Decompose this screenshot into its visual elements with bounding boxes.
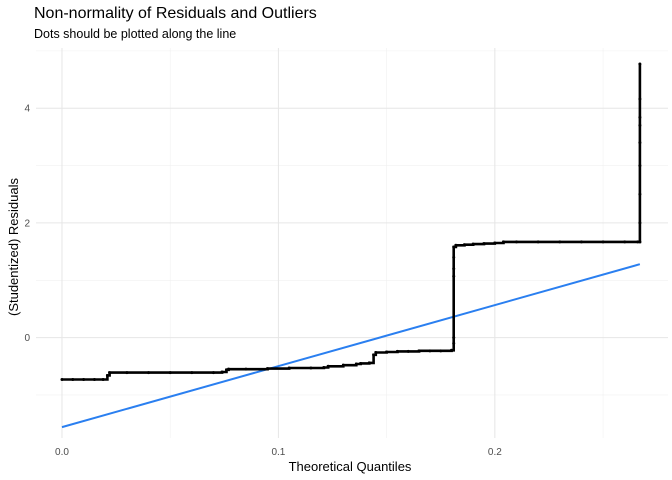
residual-point <box>372 353 376 357</box>
residual-point <box>452 336 456 340</box>
residual-point <box>417 349 421 353</box>
y-tick-labels: 0 2 4 <box>24 104 30 344</box>
residual-point <box>439 349 443 353</box>
residual-point <box>101 378 105 381</box>
residual-point <box>92 378 96 381</box>
residual-point <box>374 351 378 355</box>
residual-point <box>638 115 642 119</box>
residual-point <box>601 240 605 244</box>
residual-point <box>60 378 64 381</box>
residual-point <box>638 221 642 225</box>
residual-points <box>60 62 642 381</box>
chart-title: Non-normality of Residuals and Outliers <box>34 5 317 22</box>
residual-point <box>454 243 458 247</box>
residual-point <box>220 370 224 374</box>
x-axis-title: Theoretical Quantiles <box>289 459 412 474</box>
residual-point <box>452 274 456 278</box>
x-tick-label: 0.2 <box>488 447 502 458</box>
residual-point <box>385 350 389 354</box>
residual-point <box>636 240 640 244</box>
x-tick-labels: 0.0 0.1 0.2 <box>55 447 502 458</box>
residual-point <box>638 240 642 244</box>
residual-point <box>309 366 313 370</box>
y-tick-label: 2 <box>24 218 30 229</box>
residual-point <box>536 240 540 244</box>
residual-point <box>82 378 86 381</box>
y-axis-title: (Studentized) Residuals <box>6 177 21 316</box>
residual-point <box>558 240 562 244</box>
residual-point <box>287 366 291 370</box>
residual-point <box>638 62 642 66</box>
residual-point <box>105 373 109 377</box>
residual-point <box>359 361 363 365</box>
residual-point <box>623 240 627 244</box>
residual-point <box>322 365 326 369</box>
residual-point <box>147 371 151 375</box>
residual-point <box>125 371 129 375</box>
residual-point <box>638 141 642 145</box>
residual-point <box>502 240 506 244</box>
y-tick-label: 0 <box>24 333 30 344</box>
x-tick-label: 0.1 <box>271 447 285 458</box>
residual-point <box>211 371 215 375</box>
residual-point <box>452 341 456 345</box>
residual-point <box>354 362 358 366</box>
residual-point <box>326 364 330 368</box>
residual-point <box>244 367 248 371</box>
residual-point <box>190 371 194 375</box>
reference-line <box>61 263 641 429</box>
residual-point <box>168 371 172 375</box>
residual-point <box>638 192 642 196</box>
residual-point <box>367 361 371 365</box>
residual-point <box>638 97 642 101</box>
y-tick-label: 4 <box>24 104 30 115</box>
residual-point <box>452 267 456 271</box>
residual-point <box>71 378 75 381</box>
residual-trace <box>62 64 642 381</box>
chart-subtitle: Dots should be plotted along the line <box>34 27 237 41</box>
residual-point <box>395 349 399 353</box>
x-tick-label: 0.0 <box>55 447 69 458</box>
residual-point <box>406 349 410 353</box>
residual-point <box>471 242 475 246</box>
minor-gridlines <box>36 48 668 438</box>
residual-point <box>493 241 497 245</box>
qq-reference-line <box>61 263 641 429</box>
residual-point <box>428 349 432 353</box>
residual-point <box>579 240 583 244</box>
residual-point <box>227 367 231 371</box>
residual-point <box>450 348 454 352</box>
residual-point <box>266 367 270 371</box>
residual-point <box>108 371 112 375</box>
residual-point <box>452 255 456 259</box>
residual-point <box>638 123 642 127</box>
residual-point <box>463 243 467 247</box>
residual-point <box>341 363 345 367</box>
residual-point <box>638 164 642 168</box>
residual-point <box>482 242 486 246</box>
residual-point <box>514 240 518 244</box>
residual-point <box>452 245 456 249</box>
